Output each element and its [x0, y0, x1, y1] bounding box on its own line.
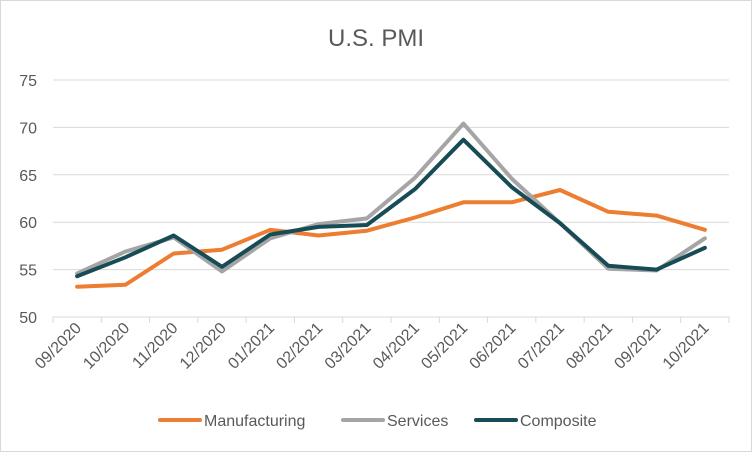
- series-line-manufacturing: [75, 188, 707, 289]
- y-tick-label: 75: [19, 73, 37, 90]
- legend-label-composite: Composite: [520, 413, 597, 430]
- chart-title: U.S. PMI: [328, 25, 424, 52]
- x-tick-label: 09/2020: [32, 320, 85, 373]
- y-tick-label: 55: [19, 263, 37, 280]
- series-lines: [75, 121, 707, 289]
- x-tick-label: 08/2021: [563, 320, 616, 373]
- x-tick-label: 03/2021: [322, 320, 375, 373]
- x-tick-label: 07/2021: [515, 320, 568, 373]
- y-tick-label: 50: [19, 310, 37, 327]
- x-tick-label: 06/2021: [467, 320, 520, 373]
- x-tick-label: 01/2021: [225, 320, 278, 373]
- y-tick-label: 65: [19, 168, 37, 185]
- x-tick-label: 10/2020: [80, 320, 133, 373]
- x-axis-ticks: 09/202010/202011/202012/202001/202102/20…: [32, 317, 730, 373]
- y-tick-label: 60: [19, 215, 37, 232]
- series-line-composite: [75, 137, 707, 279]
- x-tick-label: 10/2021: [660, 320, 713, 373]
- x-tick-label: 12/2020: [177, 320, 230, 373]
- legend-label-services: Services: [387, 413, 448, 430]
- x-tick-label: 02/2021: [273, 320, 326, 373]
- legend-label-manufacturing: Manufacturing: [204, 413, 305, 430]
- legend: Manufacturing Services Composite: [158, 413, 597, 430]
- x-tick-label: 09/2021: [611, 320, 664, 373]
- y-axis-ticks: 50 55 60 65 70 75: [19, 73, 37, 327]
- x-tick-label: 04/2021: [370, 320, 423, 373]
- series-line-services: [75, 121, 707, 276]
- y-tick-label: 70: [19, 120, 37, 137]
- x-tick-label: 05/2021: [418, 320, 471, 373]
- x-tick-label: 11/2020: [129, 320, 181, 372]
